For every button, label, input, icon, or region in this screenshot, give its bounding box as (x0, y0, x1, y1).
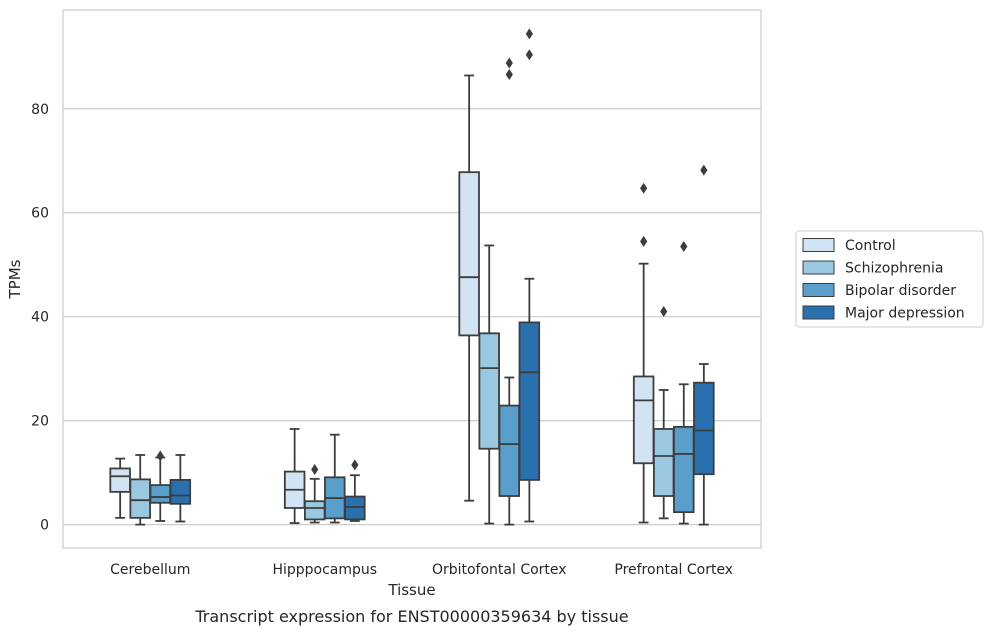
y-tick-label: 0 (40, 518, 49, 534)
x-tick-label: Orbitofontal Cortex (432, 562, 567, 578)
x-tick-label: Cerebellum (110, 562, 190, 578)
legend-swatch (802, 305, 835, 320)
box-iqr (149, 484, 172, 504)
box-plot (693, 164, 715, 526)
outlier-point (680, 241, 688, 253)
box-plot (109, 457, 131, 519)
x-tick-labels: Cerebellum Hipppocampus Orbitofontal Corte… (110, 562, 733, 578)
box-plot (303, 464, 326, 524)
box-plot (283, 428, 306, 524)
legend: Control Schizophrenia Bipolar disorder Majo… (795, 230, 984, 328)
chart-caption: Transcript expression for ENST0000035963… (194, 607, 628, 626)
legend-label: Major depression (845, 306, 965, 322)
box-iqr (458, 171, 480, 337)
box-iqr (303, 500, 326, 521)
box-plots (109, 28, 715, 526)
box-plot (324, 433, 346, 524)
legend-label: Control (845, 238, 896, 254)
x-tick-label: Prefrontal Cortex (614, 562, 733, 578)
box-iqr (518, 321, 541, 481)
box-plot (498, 57, 521, 526)
box-plot (673, 241, 695, 525)
legend-label: Bipolar disorder (845, 283, 956, 299)
box-iqr (652, 428, 675, 497)
box-iqr (478, 332, 500, 450)
legend-swatch (802, 238, 835, 252)
plot-frame (62, 9, 762, 549)
box-iqr (109, 467, 131, 493)
box-iqr (129, 478, 151, 519)
legend-frame (795, 230, 984, 328)
y-tick-label: 60 (31, 206, 49, 222)
box-plot (652, 305, 675, 520)
outlier-point (700, 164, 708, 176)
y-tick-label: 20 (31, 414, 49, 430)
legend-swatch (802, 283, 835, 297)
legend-swatch (802, 260, 835, 275)
outlier-point (660, 305, 668, 317)
box-iqr (632, 375, 655, 465)
y-tick-label: 80 (31, 102, 49, 118)
y-tick-label: 40 (31, 310, 49, 326)
box-plot (458, 74, 480, 502)
box-plot (149, 450, 172, 522)
box-plot (518, 28, 541, 523)
legend-label: Schizophrenia (845, 261, 943, 277)
outlier-point (640, 182, 648, 194)
box-plot (632, 182, 655, 524)
outlier-point (525, 28, 533, 40)
box-iqr (169, 479, 192, 505)
outlier-point (505, 57, 513, 69)
outlier-point (311, 464, 319, 476)
box-iqr (693, 381, 715, 476)
box-plot (478, 244, 500, 525)
box-iqr (673, 425, 695, 514)
box-plot (344, 459, 366, 522)
x-axis-label: Tissue (387, 581, 435, 599)
x-tick-label: Hipppocampus (272, 562, 377, 578)
outlier-point (351, 459, 359, 471)
outlier-point (525, 49, 533, 61)
box-iqr (498, 404, 521, 497)
box-plot (169, 454, 192, 523)
box-plot (129, 454, 151, 526)
outlier-point (505, 68, 513, 80)
outlier-point (156, 450, 164, 462)
box-iqr (344, 495, 366, 521)
outlier-point (640, 235, 648, 247)
y-axis-label: TPMs (6, 259, 24, 299)
y-tick-labels: 0 20 40 60 80 (31, 102, 49, 534)
